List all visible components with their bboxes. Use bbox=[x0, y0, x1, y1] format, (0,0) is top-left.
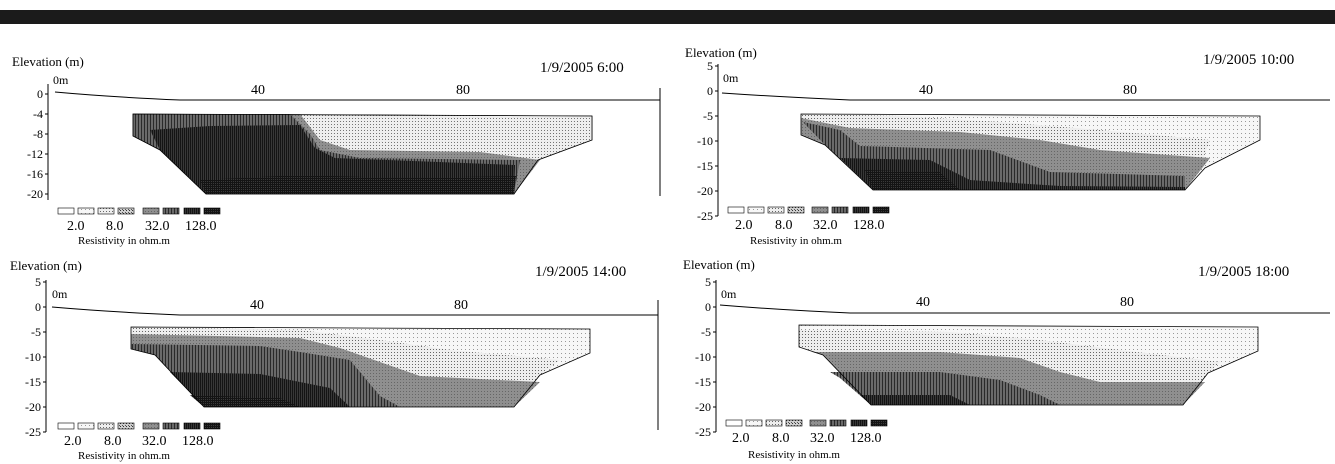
y-tick-label: -20 bbox=[695, 400, 711, 414]
topography-line bbox=[721, 92, 1330, 101]
y-tick-label: -5 bbox=[701, 325, 711, 339]
y-tick-label: -15 bbox=[695, 375, 711, 389]
legend-value: 32.0 bbox=[145, 219, 170, 234]
topography-line bbox=[54, 91, 660, 101]
elevation-axis-label: Elevation (m) bbox=[683, 257, 755, 272]
legend-value: 2.0 bbox=[67, 219, 85, 234]
legend-title: Resistivity in ohm.m bbox=[78, 450, 170, 462]
y-tick-label: -10 bbox=[697, 134, 713, 148]
y-tick-label: 5 bbox=[705, 275, 711, 289]
legend: 2.0 8.0 32.0 128.0 Resistivity in ohm.m bbox=[727, 206, 890, 247]
distance-tick-label: 40 bbox=[250, 298, 264, 313]
timestamp-label: 1/9/2005 6:00 bbox=[540, 60, 624, 76]
y-tick-label: -25 bbox=[25, 425, 41, 439]
y-tick-label: -4 bbox=[33, 107, 43, 121]
panel-4: Elevation (m) 1/9/2005 18:00 0m 40 80 5 … bbox=[683, 257, 1330, 461]
distance-tick-label: 40 bbox=[919, 83, 933, 98]
elevation-axis-label: Elevation (m) bbox=[12, 54, 84, 69]
resistivity-section bbox=[800, 113, 1261, 191]
y-tick-label: 0 bbox=[705, 300, 711, 314]
y-tick-label: 0 bbox=[37, 87, 43, 101]
y-tick-label: -25 bbox=[695, 425, 711, 439]
topography-line bbox=[51, 306, 658, 316]
y-tick-label: -25 bbox=[697, 209, 713, 223]
legend-title: Resistivity in ohm.m bbox=[748, 449, 840, 461]
distance-origin-label: 0m bbox=[721, 287, 737, 301]
legend-value: 128.0 bbox=[185, 219, 217, 234]
legend: 2.0 8.0 32.0 128.0 Resistivity in ohm.m bbox=[57, 422, 221, 462]
legend-value: 128.0 bbox=[182, 434, 214, 449]
legend-value: 32.0 bbox=[142, 434, 167, 449]
y-tick-marks bbox=[43, 281, 46, 433]
panel-2: Elevation (m) 1/9/2005 10:00 0m 40 80 5 … bbox=[685, 45, 1330, 247]
y-tick-label: -10 bbox=[25, 350, 41, 364]
distance-origin-label: 0m bbox=[52, 287, 68, 301]
elevation-axis-label: Elevation (m) bbox=[10, 258, 82, 273]
y-axis-ticks: 0 -4 -8 -12 -16 -20 bbox=[27, 87, 43, 201]
y-tick-label: 5 bbox=[35, 275, 41, 289]
legend-value: 8.0 bbox=[104, 434, 122, 449]
y-tick-label: -16 bbox=[27, 167, 43, 181]
legend-title: Resistivity in ohm.m bbox=[78, 235, 170, 247]
top-banner bbox=[0, 10, 1335, 24]
y-tick-label: -10 bbox=[695, 350, 711, 364]
resistivity-section bbox=[798, 324, 1259, 406]
y-tick-label: -5 bbox=[703, 109, 713, 123]
panel-1: Elevation (m) 1/9/2005 6:00 0m 40 80 0 -… bbox=[12, 54, 661, 247]
distance-origin-label: 0m bbox=[723, 71, 739, 85]
y-tick-label: 5 bbox=[707, 59, 713, 73]
y-tick-label: -20 bbox=[27, 187, 43, 201]
y-tick-label: 0 bbox=[707, 84, 713, 98]
y-tick-label: -12 bbox=[27, 147, 43, 161]
distance-tick-label: 80 bbox=[1123, 83, 1137, 98]
distance-tick-label: 80 bbox=[456, 83, 470, 98]
y-axis-ticks: 5 0 -5 -10 -15 -20 -25 bbox=[695, 275, 711, 439]
y-tick-label: -15 bbox=[697, 159, 713, 173]
resistivity-section bbox=[130, 326, 591, 408]
legend-value: 32.0 bbox=[810, 431, 835, 446]
timestamp-label: 1/9/2005 10:00 bbox=[1203, 52, 1294, 68]
distance-tick-label: 40 bbox=[916, 295, 930, 310]
legend: 2.0 8.0 32.0 128.0 Resistivity in ohm.m bbox=[57, 207, 221, 247]
legend-value: 128.0 bbox=[850, 431, 882, 446]
legend-value: 32.0 bbox=[813, 218, 838, 233]
legend-title: Resistivity in ohm.m bbox=[750, 235, 842, 247]
legend-value: 8.0 bbox=[106, 219, 124, 234]
panel-3: Elevation (m) 1/9/2005 14:00 0m 40 80 5 … bbox=[10, 258, 659, 462]
y-tick-label: -8 bbox=[33, 127, 43, 141]
legend: 2.0 8.0 32.0 128.0 Resistivity in ohm.m bbox=[725, 419, 888, 461]
distance-origin-label: 0m bbox=[53, 73, 69, 87]
y-tick-label: -5 bbox=[31, 325, 41, 339]
y-axis-ticks: 5 0 -5 -10 -15 -20 -25 bbox=[697, 59, 713, 223]
y-tick-marks bbox=[715, 65, 718, 217]
legend-value: 128.0 bbox=[853, 218, 885, 233]
timestamp-label: 1/9/2005 18:00 bbox=[1198, 264, 1289, 280]
legend-value: 8.0 bbox=[775, 218, 793, 233]
resistivity-section bbox=[132, 113, 593, 195]
legend-value: 2.0 bbox=[64, 434, 82, 449]
distance-tick-label: 80 bbox=[1120, 295, 1134, 310]
legend-value: 2.0 bbox=[735, 218, 753, 233]
legend-value: 2.0 bbox=[732, 431, 750, 446]
elevation-axis-label: Elevation (m) bbox=[685, 45, 757, 60]
distance-tick-label: 80 bbox=[454, 298, 468, 313]
y-tick-label: -20 bbox=[697, 184, 713, 198]
y-tick-label: 0 bbox=[35, 300, 41, 314]
legend-value: 8.0 bbox=[772, 431, 790, 446]
topography-line bbox=[719, 304, 1330, 314]
distance-tick-label: 40 bbox=[251, 83, 265, 98]
y-tick-label: -15 bbox=[25, 375, 41, 389]
y-tick-marks bbox=[45, 93, 48, 195]
y-tick-marks bbox=[713, 281, 716, 433]
y-tick-label: -20 bbox=[25, 400, 41, 414]
timestamp-label: 1/9/2005 14:00 bbox=[535, 264, 626, 280]
y-axis-ticks: 5 0 -5 -10 -15 -20 -25 bbox=[25, 275, 41, 439]
